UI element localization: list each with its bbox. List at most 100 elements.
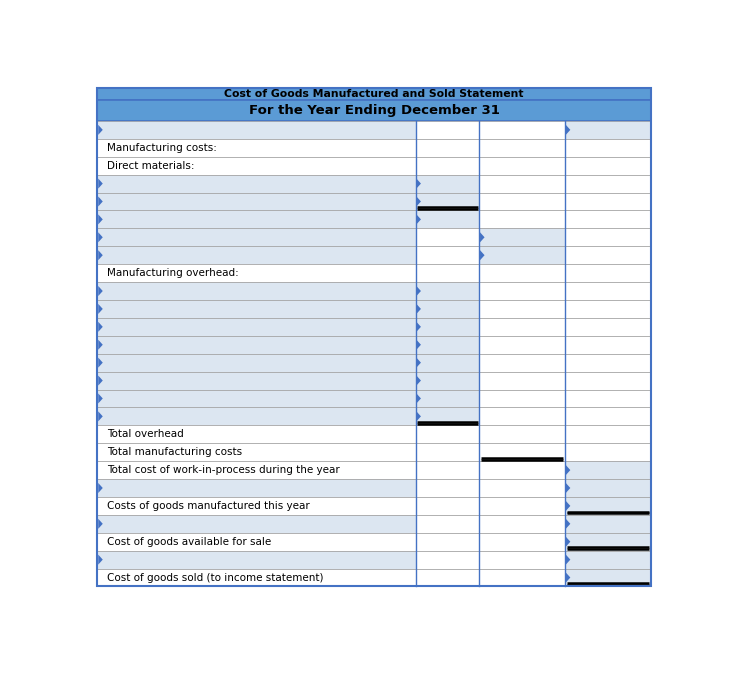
Polygon shape <box>416 214 421 224</box>
Text: For the Year Ending December 31: For the Year Ending December 31 <box>249 104 499 117</box>
Bar <box>565 568 651 586</box>
Bar <box>97 533 415 551</box>
Polygon shape <box>99 286 103 296</box>
Bar <box>565 264 651 282</box>
Bar <box>565 408 651 425</box>
Bar <box>97 139 415 157</box>
Text: Costs of goods manufactured this year: Costs of goods manufactured this year <box>107 501 310 511</box>
Bar <box>565 371 651 389</box>
Bar <box>97 497 415 515</box>
Bar <box>565 192 651 211</box>
Bar <box>97 157 415 174</box>
Polygon shape <box>99 518 103 529</box>
Polygon shape <box>566 465 570 475</box>
Polygon shape <box>99 304 103 314</box>
Text: Cost of goods sold (to income statement): Cost of goods sold (to income statement) <box>107 573 323 583</box>
Bar <box>97 479 415 497</box>
Bar <box>480 282 565 300</box>
Polygon shape <box>99 411 103 421</box>
Bar <box>480 497 565 515</box>
Polygon shape <box>99 393 103 404</box>
Bar <box>480 354 565 371</box>
Polygon shape <box>480 250 485 260</box>
Bar <box>415 300 480 318</box>
Bar <box>565 551 651 568</box>
Text: Cost of Goods Manufactured and Sold Statement: Cost of Goods Manufactured and Sold Stat… <box>224 89 524 99</box>
Bar <box>415 479 480 497</box>
Bar <box>97 371 415 389</box>
Bar <box>97 88 651 100</box>
Bar <box>415 389 480 408</box>
Bar <box>565 354 651 371</box>
Bar <box>415 318 480 336</box>
Bar <box>480 157 565 174</box>
Polygon shape <box>416 179 421 189</box>
Bar <box>480 300 565 318</box>
Bar <box>97 568 415 586</box>
Bar <box>415 551 480 568</box>
Bar <box>565 300 651 318</box>
Bar <box>565 479 651 497</box>
Polygon shape <box>416 393 421 404</box>
Polygon shape <box>566 537 570 547</box>
Bar <box>97 408 415 425</box>
Polygon shape <box>99 321 103 332</box>
Polygon shape <box>566 555 570 564</box>
Bar <box>415 408 480 425</box>
Bar <box>415 157 480 174</box>
Polygon shape <box>416 358 421 368</box>
Bar <box>565 121 651 139</box>
Polygon shape <box>99 214 103 224</box>
Bar <box>565 157 651 174</box>
Bar <box>415 264 480 282</box>
Bar <box>415 246 480 264</box>
Bar <box>565 461 651 479</box>
Bar <box>415 211 480 228</box>
Bar <box>565 211 651 228</box>
Polygon shape <box>99 196 103 207</box>
Bar <box>565 228 651 246</box>
Bar <box>565 389 651 408</box>
Polygon shape <box>416 340 421 350</box>
Bar <box>97 300 415 318</box>
Bar <box>480 443 565 461</box>
Bar <box>480 551 565 568</box>
Bar <box>565 497 651 515</box>
Bar <box>97 389 415 408</box>
Polygon shape <box>566 125 570 135</box>
Polygon shape <box>99 555 103 564</box>
Polygon shape <box>416 304 421 314</box>
Polygon shape <box>99 358 103 368</box>
Bar <box>480 318 565 336</box>
Bar <box>480 515 565 533</box>
Bar <box>97 336 415 354</box>
Bar <box>480 408 565 425</box>
Text: Total manufacturing costs: Total manufacturing costs <box>107 447 242 457</box>
Bar <box>415 121 480 139</box>
Bar <box>565 139 651 157</box>
Polygon shape <box>99 376 103 386</box>
Text: Direct materials:: Direct materials: <box>107 161 194 171</box>
Bar <box>415 336 480 354</box>
Bar <box>480 425 565 443</box>
Bar <box>480 121 565 139</box>
Bar <box>480 389 565 408</box>
Bar <box>97 318 415 336</box>
Bar <box>97 282 415 300</box>
Text: Total overhead: Total overhead <box>107 430 183 439</box>
Bar <box>97 425 415 443</box>
Polygon shape <box>566 518 570 529</box>
Bar <box>97 211 415 228</box>
Bar <box>97 515 415 533</box>
Bar <box>480 228 565 246</box>
Polygon shape <box>99 250 103 260</box>
Bar <box>97 461 415 479</box>
Bar <box>415 282 480 300</box>
Bar <box>565 174 651 192</box>
Bar <box>97 264 415 282</box>
Polygon shape <box>99 233 103 242</box>
Bar <box>97 354 415 371</box>
Bar <box>415 515 480 533</box>
Bar <box>415 354 480 371</box>
Bar <box>97 228 415 246</box>
